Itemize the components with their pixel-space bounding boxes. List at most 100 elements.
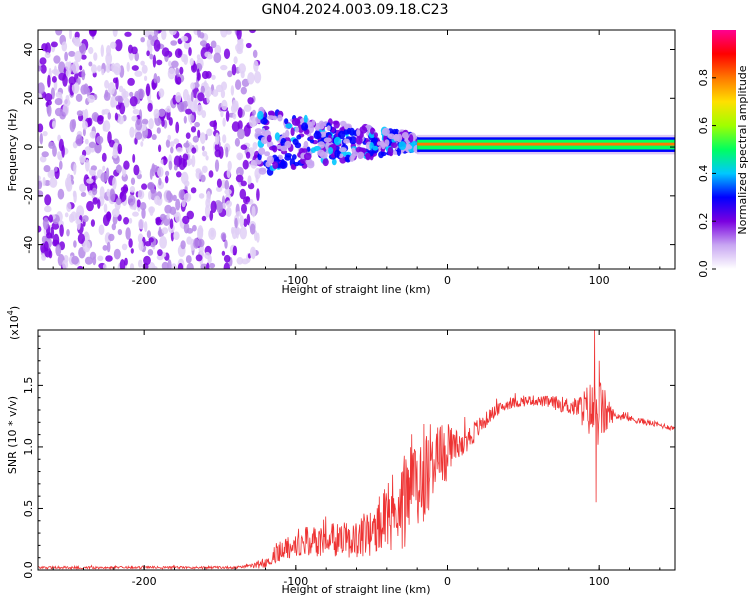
spectrogram-cell (186, 236, 193, 245)
spectrogram-cell (214, 143, 220, 152)
spectrogram-cell (313, 131, 322, 140)
spectrogram-cell (311, 119, 316, 126)
spectrogram-marks (38, 30, 675, 269)
spectrogram-cell (201, 145, 205, 151)
spectrogram-cell (72, 190, 76, 198)
spectrogram-cell (161, 261, 169, 269)
spectrogram-cell (190, 126, 197, 133)
spectrogram-cell (101, 68, 105, 76)
spectrogram-cell (212, 89, 219, 97)
spectrogram-cell (356, 129, 361, 137)
spectrogram-cell (152, 54, 157, 68)
spectrogram-cell (333, 120, 340, 129)
spectrogram-cell (284, 155, 292, 161)
spectrogram-cell (195, 254, 203, 262)
spectrogram-cell (146, 50, 150, 57)
spectrogram-cell (226, 206, 232, 217)
colorbar: 0.0 0.2 0.4 0.6 0.8 Normalized spectral ampl… (697, 30, 749, 278)
spectrogram-cell (285, 129, 290, 138)
spectrogram-cell (114, 112, 118, 121)
spectrogram-cell (70, 211, 78, 222)
spectrogram-cell (235, 79, 242, 90)
spectrogram-cell (153, 30, 159, 37)
spectrogram-cell (180, 35, 189, 42)
spectrogram-cell (148, 237, 154, 243)
spectrogram-cell (223, 254, 231, 263)
spectrogram-cell (69, 119, 76, 133)
spectrogram-cell (67, 61, 72, 74)
colorbar-tick-label: 0.8 (697, 69, 710, 87)
spectrogram-cell (82, 120, 88, 130)
spectrogram-cell (291, 117, 300, 126)
spectrogram-cell (214, 44, 222, 56)
spectrogram-cell (181, 199, 186, 208)
spectrogram-cell (138, 219, 145, 230)
spectrogram-cell (40, 64, 47, 74)
spectrogram-cell (373, 132, 378, 139)
spectrogram-cell (245, 42, 252, 49)
spectrogram-cell (132, 211, 139, 217)
spectrogram-cell (158, 88, 165, 98)
spectrogram-cell (198, 193, 205, 199)
spectrogram-cell (115, 164, 122, 174)
spectrogram-cell (240, 180, 247, 187)
spectrogram-cell (108, 233, 115, 242)
spectrogram-cell (290, 127, 295, 136)
colorbar-tick-label: 0.4 (697, 165, 710, 183)
spectrogram-cell (138, 259, 143, 268)
spectrogram-cell (192, 135, 199, 143)
spectrogram-cell (151, 134, 157, 140)
spectrogram-cell (251, 205, 256, 218)
spectrogram-cell (73, 37, 81, 43)
spectrogram-cell (267, 110, 275, 116)
spectrogram-cell (384, 139, 390, 147)
spectrogram-cell (93, 52, 98, 61)
spectrogram-cell (269, 146, 277, 151)
spectrogram-cell (224, 239, 228, 249)
spectrogram-cell (318, 120, 325, 130)
spectrogram-cell (147, 181, 155, 190)
spectrogram-cell (117, 143, 123, 155)
spectrogram-cell (42, 217, 49, 230)
spectrogram-cell (94, 143, 102, 154)
spectrogram-cell (107, 82, 116, 95)
spectrogram-cell (92, 256, 97, 266)
spectrogram-cell (266, 115, 275, 120)
spectrogram-cell (74, 50, 82, 63)
spectrogram-cell (129, 186, 136, 193)
spectrogram-cell (168, 60, 172, 67)
spectrogram-cell (201, 165, 208, 173)
spectrogram-cell (149, 168, 153, 180)
spectrogram-cell (97, 115, 104, 125)
spectrogram-cell (240, 144, 248, 150)
spectrogram-cell (38, 65, 42, 72)
spectrogram-cell (128, 238, 133, 248)
spectrogram-cell (197, 92, 205, 102)
spectrogram-cell (49, 177, 58, 188)
spectrogram-cell (145, 83, 151, 97)
spectrogram-cell (185, 108, 192, 115)
spectrogram-cell (200, 263, 208, 269)
spectrogram-cell (294, 126, 300, 133)
spectrogram-ytick-label: 20 (22, 91, 35, 105)
spectrogram-cell (292, 138, 299, 145)
spectrogram-cell (144, 75, 148, 82)
spectrogram-cell (182, 215, 190, 225)
spectrogram-cell (185, 132, 191, 139)
spectrogram-cell (169, 141, 175, 148)
spectrogram-cell (140, 202, 147, 211)
spectrogram-cell (77, 265, 84, 269)
spectrogram-cell (223, 262, 230, 269)
spectrogram-cell (189, 58, 194, 66)
spectrogram-cell (257, 110, 264, 120)
spectrogram-cell (380, 151, 387, 157)
spectrogram-cell (47, 104, 52, 117)
spectrogram-cell (239, 215, 244, 228)
spectrogram-cell (104, 79, 110, 89)
spectrogram-cell (249, 246, 257, 259)
spectrogram-cell (112, 148, 118, 159)
spectrogram-cell (261, 127, 266, 135)
spectrogram-cell (101, 109, 106, 116)
spectrogram-cell (206, 128, 213, 137)
